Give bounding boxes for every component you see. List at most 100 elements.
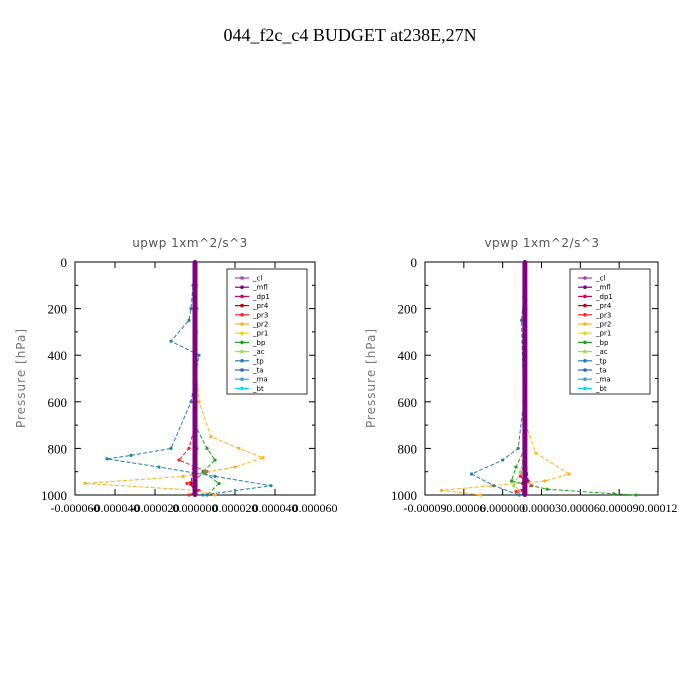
series-point-bp (205, 446, 209, 450)
series-point-pr2 (489, 484, 494, 488)
legend-marker (240, 322, 244, 326)
series-point-tp (492, 484, 496, 488)
series-point-ac (512, 484, 516, 488)
series-line-tp (106, 261, 272, 496)
x-tick-label: 0.00006 (561, 501, 600, 515)
y-axis-label-upwp: Pressure [hPa] (14, 328, 28, 428)
legend-marker (583, 276, 587, 280)
series-point-bp (509, 479, 514, 483)
series-point-tp (169, 339, 173, 343)
legend-entry: _pr3 (595, 311, 611, 319)
series-point-pr2 (534, 451, 538, 455)
y-tick-label: 400 (398, 348, 418, 363)
series-point-pr2 (233, 465, 237, 469)
legend-entry: _ta (252, 367, 264, 375)
series-point-ac (518, 470, 523, 474)
x-tick-label: 0.000060 (293, 501, 338, 515)
series-point-mfl (193, 260, 197, 264)
x-tick-label: -0.00006 (442, 501, 485, 515)
series-point-tp (470, 472, 474, 476)
series-line-tp (470, 261, 526, 496)
legend-entry: _ma (595, 376, 611, 384)
series-point-tp (169, 446, 173, 450)
legend-entry: _pr4 (595, 302, 612, 310)
legend-entry: _pr1 (595, 330, 611, 338)
x-tick-label: 0.00012 (639, 501, 678, 515)
legend-marker (583, 377, 587, 382)
y-tick-label: 0 (61, 255, 68, 270)
plot-area-vpwp: 0 200 400 600 800 1000-0.00009-0.000060.00000… (391, 255, 678, 515)
x-tick-label: -0.00009 (404, 501, 447, 515)
legend: _cl_mfl_dp1_pr4_pr3_pr2_pr1_bp_ac_tp_ta_… (569, 268, 651, 395)
legend-entry: _tp (252, 357, 264, 365)
series-point-mfl (522, 493, 527, 497)
x-tick-label: 0.00009 (600, 501, 639, 515)
series-point-tp (129, 453, 133, 457)
series-point-bp (634, 493, 638, 497)
series-point-pr3 (187, 493, 191, 497)
legend-entry: _pr2 (252, 321, 268, 329)
legend-entry: _dp1 (595, 293, 613, 301)
legend-marker (240, 276, 244, 280)
legend-marker (583, 349, 587, 354)
series-point-pr2 (213, 493, 217, 497)
series-point-pr2 (567, 472, 571, 476)
figure-title: 044_f2c_c4 BUDGET at238E,27N (223, 25, 476, 45)
series-point-bp (612, 492, 616, 496)
chart-panel-upwp: upwp 1xm^2/s^3 Pressure [hPa] 0 200 400 600… (14, 236, 338, 515)
legend-marker (240, 294, 244, 299)
series-point-pr2 (543, 479, 547, 483)
series-point-tp (269, 484, 273, 488)
legend-marker (583, 359, 587, 363)
series-point-tp (519, 318, 524, 322)
legend-box (569, 268, 651, 395)
series-point-pr3 (185, 481, 189, 485)
plot-area-upwp: 0 200 400 600 800 1000-0.000060-0.000040-0.00… (41, 255, 338, 515)
legend-entry: _bt (595, 385, 607, 393)
x-tick-label: 0.000000 (173, 501, 218, 515)
series-point-bp (514, 465, 518, 469)
legend-marker (583, 313, 587, 317)
series-point-pr2 (478, 493, 483, 497)
legend-entry: _bp (595, 339, 609, 347)
series-point-pr2 (181, 474, 185, 478)
series-line-pr2 (441, 261, 571, 496)
legend-marker (583, 303, 587, 308)
series-point-bp (201, 470, 205, 474)
x-tick-label: 0.00003 (522, 501, 561, 515)
panel-title-vpwp: vpwp 1xm^2/s^3 (484, 236, 599, 250)
y-tick-label: 1000 (391, 488, 417, 503)
series-point-pr3 (187, 446, 191, 450)
legend-marker (240, 359, 244, 363)
series-point-mfl (522, 260, 527, 264)
series-point-bp (217, 481, 221, 485)
x-tick-label: -0.000040 (91, 501, 140, 515)
series-point-tp (213, 474, 217, 478)
legend-entry: _pr1 (252, 330, 268, 338)
y-tick-label: 600 (48, 395, 68, 410)
y-tick-label: 1000 (41, 488, 67, 503)
y-tick-label: 200 (398, 302, 418, 317)
series-point-tp (501, 458, 505, 462)
series-point-pr2 (83, 481, 87, 485)
series-point-pr2 (440, 488, 444, 492)
x-tick-label: 0.000040 (253, 501, 298, 515)
legend-marker (583, 322, 587, 326)
legend-marker (583, 368, 587, 372)
legend-marker (583, 294, 587, 299)
series-point-pr2 (261, 456, 265, 460)
x-tick-label: 0.000020 (213, 501, 258, 515)
legend-box (226, 268, 308, 395)
legend-marker (240, 303, 244, 308)
legend-marker (240, 377, 244, 382)
x-tick-label: -0.000060 (51, 501, 100, 515)
chart-panel-vpwp: vpwp 1xm^2/s^3 Pressure [hPa] 0 200 400 600… (364, 236, 678, 515)
series-point-tp (516, 446, 520, 450)
legend-entry: _ma (252, 376, 268, 384)
legend-entry: _bp (252, 339, 266, 347)
legend-marker (240, 340, 244, 345)
series-point-pr2 (237, 446, 241, 450)
series-point-tp (105, 457, 109, 461)
legend-entry: _dp1 (252, 293, 270, 301)
series-point-pr3 (177, 458, 181, 462)
